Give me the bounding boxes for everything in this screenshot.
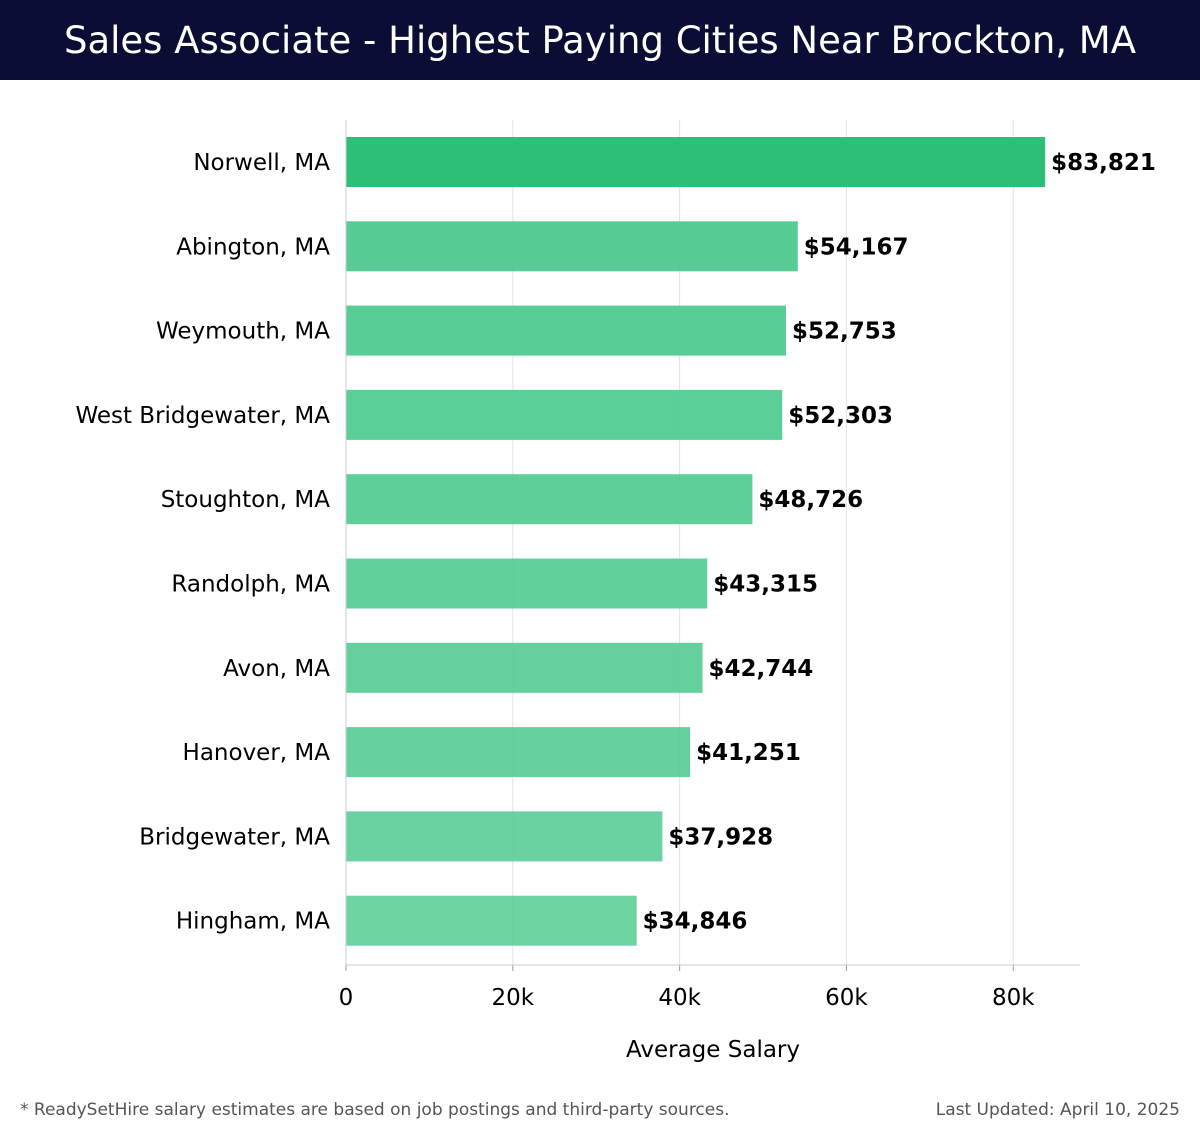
chart-title: Sales Associate - Highest Paying Cities … xyxy=(63,18,1137,62)
footer-note: * ReadySetHire salary estimates are base… xyxy=(20,1100,730,1120)
category-label: Avon, MA xyxy=(223,656,330,682)
value-label: $37,928 xyxy=(668,824,773,850)
value-label: $54,167 xyxy=(804,234,909,260)
x-tick-label: 20k xyxy=(492,985,535,1011)
value-label: $41,251 xyxy=(696,740,801,766)
bar xyxy=(346,389,783,440)
category-label: Abington, MA xyxy=(176,234,330,260)
x-axis-title: Average Salary xyxy=(626,1037,800,1063)
category-label: Weymouth, MA xyxy=(156,319,330,345)
bar xyxy=(346,558,708,609)
axes: 0 20k 40k 60k 80k Average Salary xyxy=(339,120,1080,1063)
value-label: $52,303 xyxy=(788,403,893,429)
x-tick-label: 60k xyxy=(825,985,868,1011)
value-label: $34,846 xyxy=(643,909,748,935)
x-tick-label: 0 xyxy=(339,985,354,1011)
bar xyxy=(346,642,703,693)
value-label: $43,315 xyxy=(713,572,818,598)
bar xyxy=(346,474,753,525)
bar xyxy=(346,305,787,356)
category-label: Stoughton, MA xyxy=(161,487,331,513)
category-label: Norwell, MA xyxy=(193,150,330,176)
value-label: $52,753 xyxy=(792,319,897,345)
bar xyxy=(346,137,1046,187)
category-label: Randolph, MA xyxy=(171,572,330,598)
bar xyxy=(346,727,691,778)
value-label: $48,726 xyxy=(758,487,863,513)
labels: Norwell, MA $83,821 Abington, MA $54,167 Wey… xyxy=(75,150,1155,935)
category-label: West Bridgewater, MA xyxy=(75,403,330,429)
bar xyxy=(346,895,637,946)
bar xyxy=(346,221,798,272)
chart-header: Sales Associate - Highest Paying Cities … xyxy=(0,0,1200,80)
salary-bar-chart: 0 20k 40k 60k 80k Average Salary Norwell, MA $… xyxy=(75,120,1156,1063)
bar xyxy=(346,811,663,862)
x-tick-label: 40k xyxy=(658,985,701,1011)
category-label: Bridgewater, MA xyxy=(139,824,330,850)
value-label: $42,744 xyxy=(709,656,814,682)
category-label: Hingham, MA xyxy=(176,909,330,935)
value-label: $83,821 xyxy=(1051,150,1156,176)
x-tick-label: 80k xyxy=(992,985,1035,1011)
bars xyxy=(346,137,1046,946)
footer-last-updated: Last Updated: April 10, 2025 xyxy=(935,1100,1180,1120)
category-label: Hanover, MA xyxy=(183,740,331,766)
